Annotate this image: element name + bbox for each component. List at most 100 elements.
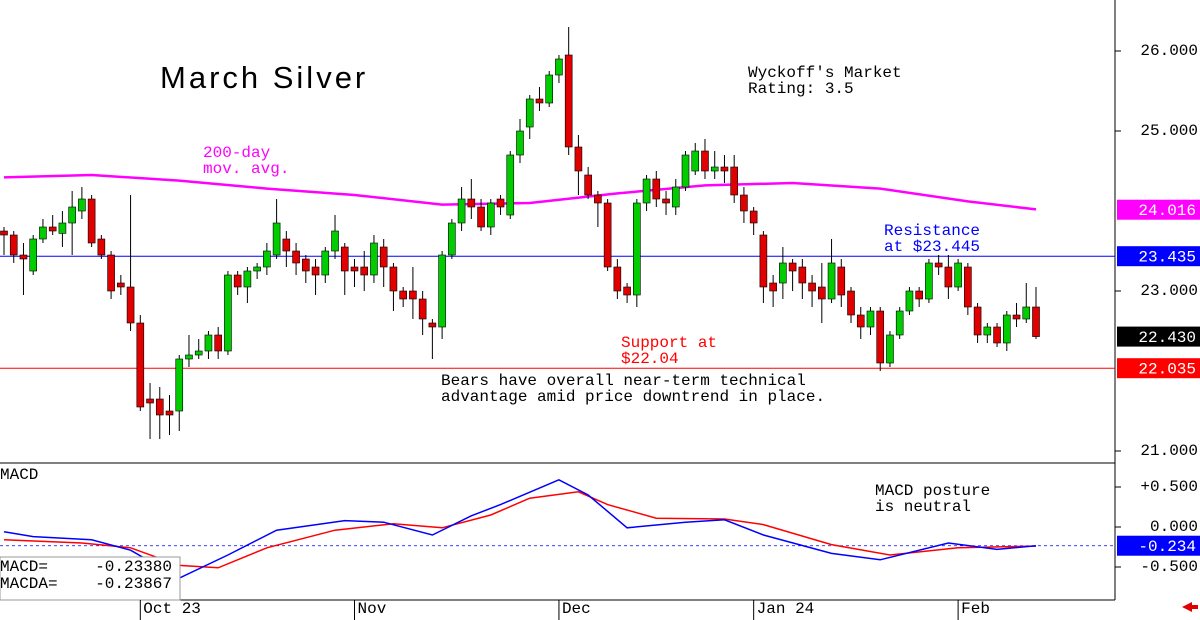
candle-body bbox=[681, 154, 690, 188]
candle-body bbox=[1002, 314, 1011, 344]
candle-body bbox=[214, 334, 222, 352]
candle-body bbox=[1022, 306, 1031, 320]
candle-body bbox=[856, 314, 865, 328]
value-badge-label: 23.435 bbox=[1138, 248, 1196, 266]
candle-body bbox=[837, 266, 846, 296]
candle-body bbox=[720, 166, 729, 172]
candle-body bbox=[496, 198, 505, 208]
candle-body bbox=[798, 266, 807, 284]
candle-body bbox=[29, 238, 38, 272]
candle-body bbox=[399, 290, 407, 300]
line bbox=[3, 491, 1037, 569]
legend-box bbox=[0, 556, 181, 601]
candle-body bbox=[613, 266, 622, 292]
annotation: Rating: 3.5 bbox=[748, 80, 854, 98]
candle-body bbox=[623, 286, 631, 296]
candle-body bbox=[584, 174, 592, 196]
candle-body bbox=[594, 194, 602, 204]
annotation: Bears have overall near-term technical bbox=[441, 372, 806, 390]
candle-body bbox=[574, 146, 583, 172]
candle-body bbox=[516, 130, 524, 156]
candle-body bbox=[633, 202, 641, 296]
candle-body bbox=[175, 358, 184, 412]
candle-body bbox=[1032, 306, 1040, 337]
candle-body bbox=[263, 250, 271, 268]
legend-name: MACD= bbox=[0, 558, 48, 576]
candle-body bbox=[973, 306, 982, 336]
candle-body bbox=[1012, 314, 1021, 320]
candle-body bbox=[525, 98, 534, 128]
candle-body bbox=[866, 310, 875, 328]
annotation: at $23.445 bbox=[884, 238, 980, 256]
annotation: 200-day bbox=[203, 144, 271, 162]
candle-body bbox=[272, 222, 281, 256]
y-tick-label: +0.500 bbox=[1140, 478, 1198, 496]
candle-body bbox=[457, 198, 466, 224]
candle-body bbox=[915, 290, 923, 300]
annotation: MACD posture bbox=[875, 482, 990, 500]
annotation: Support at bbox=[621, 334, 717, 352]
arrow-icon bbox=[1182, 602, 1198, 612]
y-tick-label: -0.500 bbox=[1140, 558, 1198, 576]
value-badge-label: -0.234 bbox=[1138, 538, 1196, 556]
candle-body bbox=[925, 262, 933, 300]
candle-body bbox=[555, 58, 563, 76]
candle-body bbox=[701, 150, 709, 172]
candle-body bbox=[993, 326, 1001, 344]
candle-body bbox=[136, 322, 145, 408]
candle-body bbox=[146, 398, 154, 404]
candle-body bbox=[486, 202, 495, 228]
legend-value: -0.23380 bbox=[95, 558, 172, 576]
x-tick-label: Nov bbox=[357, 600, 386, 618]
candle-body bbox=[506, 154, 515, 216]
annotation: is neutral bbox=[875, 498, 971, 516]
value-badge-label: 24.016 bbox=[1138, 202, 1196, 220]
candle-body bbox=[905, 290, 914, 312]
candle-body bbox=[964, 266, 972, 308]
candle-body bbox=[185, 354, 193, 360]
candle-body bbox=[379, 246, 388, 268]
y-tick-label: 26.000 bbox=[1140, 42, 1198, 60]
annotation: $22.04 bbox=[621, 350, 679, 368]
x-tick-label: Feb bbox=[961, 600, 990, 618]
annotation: Resistance bbox=[884, 222, 980, 240]
candle-body bbox=[243, 270, 252, 288]
candle-body bbox=[779, 262, 787, 284]
candle-body bbox=[19, 254, 28, 260]
candle-body bbox=[886, 334, 894, 364]
candle-body bbox=[847, 290, 855, 316]
candle-body bbox=[253, 266, 261, 272]
candle-body bbox=[292, 250, 300, 264]
candle-body bbox=[389, 266, 398, 292]
x-tick-label: Jan 24 bbox=[757, 600, 815, 618]
y-tick-label: 0.000 bbox=[1150, 518, 1198, 536]
annotation: Wyckoff's Market bbox=[748, 64, 902, 82]
candle-body bbox=[662, 198, 670, 204]
y-tick-label: 25.000 bbox=[1140, 122, 1198, 140]
candle-body bbox=[418, 298, 427, 320]
candle-body bbox=[302, 258, 310, 272]
annotation: advantage amid price downtrend in place. bbox=[441, 388, 825, 406]
panel-title: MACD bbox=[0, 466, 38, 484]
legend-name: MACDA= bbox=[0, 575, 58, 593]
candle-body bbox=[876, 310, 885, 364]
candle-body bbox=[759, 234, 768, 288]
candle-body bbox=[194, 350, 203, 356]
candle-body bbox=[788, 262, 797, 272]
candle-body bbox=[818, 286, 826, 300]
candle-body bbox=[827, 262, 836, 300]
value-badge bbox=[1117, 199, 1200, 220]
x-tick-label: Dec bbox=[562, 600, 591, 618]
candle-body bbox=[78, 198, 86, 212]
candle-body bbox=[58, 222, 67, 234]
candle-body bbox=[233, 274, 242, 288]
candle-body bbox=[944, 266, 953, 288]
x-tick-label: Oct 23 bbox=[143, 600, 201, 618]
annotation: mov. avg. bbox=[203, 160, 289, 178]
candle-body bbox=[954, 262, 962, 288]
candle-body bbox=[808, 282, 816, 292]
chart-title: March Silver bbox=[160, 60, 368, 95]
candle-body bbox=[331, 230, 339, 252]
candle-body bbox=[165, 410, 174, 416]
